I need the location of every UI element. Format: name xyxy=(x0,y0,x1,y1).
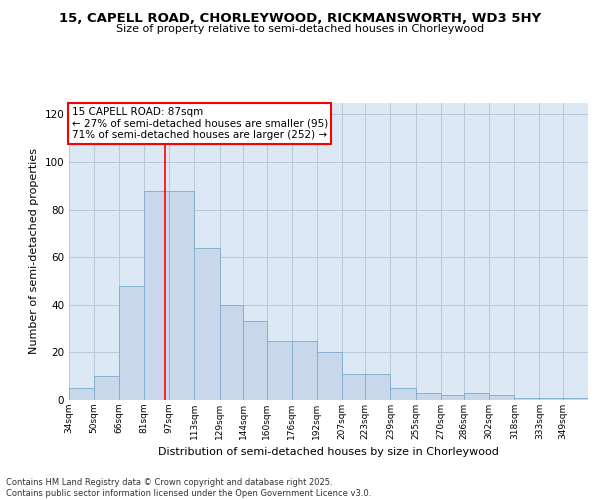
Text: 15, CAPELL ROAD, CHORLEYWOOD, RICKMANSWORTH, WD3 5HY: 15, CAPELL ROAD, CHORLEYWOOD, RICKMANSWO… xyxy=(59,12,541,26)
Text: Size of property relative to semi-detached houses in Chorleywood: Size of property relative to semi-detach… xyxy=(116,24,484,34)
Bar xyxy=(243,322,266,400)
Text: Contains HM Land Registry data © Crown copyright and database right 2025.
Contai: Contains HM Land Registry data © Crown c… xyxy=(6,478,371,498)
X-axis label: Distribution of semi-detached houses by size in Chorleywood: Distribution of semi-detached houses by … xyxy=(158,448,499,458)
Bar xyxy=(94,376,119,400)
Bar xyxy=(416,393,440,400)
Bar xyxy=(169,190,194,400)
Bar xyxy=(440,395,464,400)
Bar xyxy=(563,398,588,400)
Bar xyxy=(365,374,391,400)
Bar xyxy=(194,248,220,400)
Y-axis label: Number of semi-detached properties: Number of semi-detached properties xyxy=(29,148,39,354)
Bar xyxy=(514,398,539,400)
Bar xyxy=(539,398,563,400)
Bar xyxy=(119,286,144,400)
Bar xyxy=(292,340,317,400)
Bar xyxy=(266,340,292,400)
Bar xyxy=(317,352,342,400)
Text: 15 CAPELL ROAD: 87sqm
← 27% of semi-detached houses are smaller (95)
71% of semi: 15 CAPELL ROAD: 87sqm ← 27% of semi-deta… xyxy=(71,107,328,140)
Bar xyxy=(489,395,514,400)
Bar xyxy=(69,388,94,400)
Bar xyxy=(220,305,243,400)
Bar xyxy=(391,388,416,400)
Bar xyxy=(342,374,365,400)
Bar xyxy=(464,393,489,400)
Bar xyxy=(144,190,169,400)
